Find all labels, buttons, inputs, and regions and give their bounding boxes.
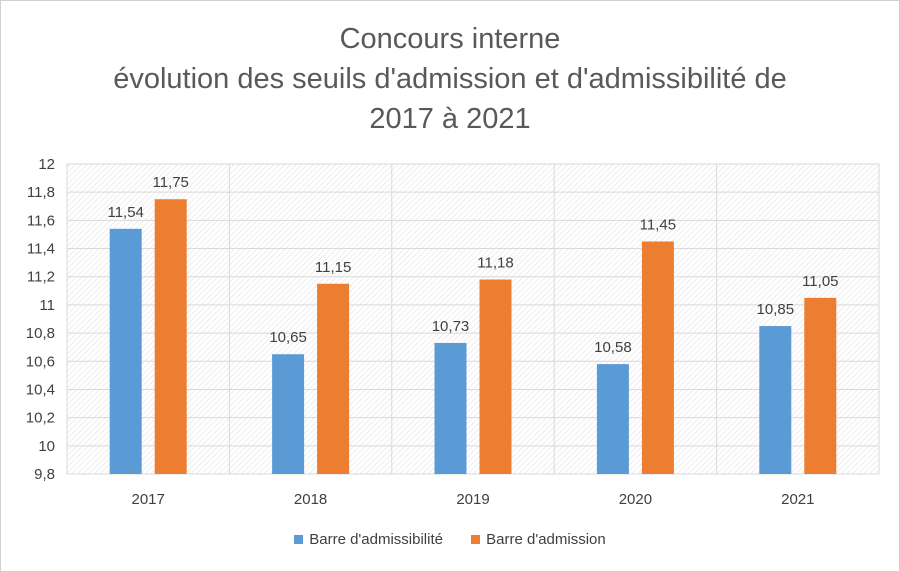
- x-tick-label: 2019: [456, 491, 489, 508]
- legend-label-admission: Barre d'admission: [486, 531, 606, 548]
- data-label-admission-2018: 11,15: [315, 259, 351, 276]
- y-tick-label: 11,2: [27, 269, 55, 286]
- data-label-admissibilite-2017: 11,54: [107, 204, 143, 221]
- y-tick-label: 11: [39, 297, 55, 314]
- bar-chart: 11,54 11,75 10,65 11,15 10,73 11,18 10,58 11,45…: [26, 156, 880, 508]
- data-labels: 11,54 11,75 10,65 11,15 10,73 11,18 10,58 11,45…: [107, 174, 838, 356]
- x-tick-label: 2021: [781, 491, 814, 508]
- legend-label-admissibilite: Barre d'admissibilité: [309, 531, 443, 548]
- data-label-admission-2017: 11,75: [152, 174, 188, 191]
- legend-swatch-admission: [471, 535, 481, 544]
- plot-area: [67, 164, 879, 474]
- axis-ticks: 9,8 10 10,2 10,4 10,6 10,8 11 11,2 11,4 11,6 11,8 1…: [26, 156, 815, 508]
- x-tick-label: 2017: [132, 491, 165, 508]
- bar-admission-2020: [641, 241, 674, 474]
- data-label-admission-2020: 11,45: [640, 217, 676, 234]
- y-tick-label: 10,2: [26, 410, 55, 427]
- y-tick-label: 11,8: [27, 184, 55, 201]
- data-label-admissibilite-2019: 10,73: [432, 318, 470, 335]
- chart-title-line-1: Concours interne: [339, 23, 561, 55]
- y-tick-label: 10,8: [26, 325, 55, 342]
- y-tick-label: 11,6: [27, 212, 55, 229]
- legend: Barre d'admissibilité Barre d'admission: [1, 531, 899, 548]
- y-tick-label: 10,6: [26, 353, 55, 370]
- bar-admission-2018: [317, 283, 350, 474]
- legend-swatch-admissibilite: [294, 535, 304, 544]
- bar-admissibilite-2017: [109, 228, 142, 474]
- y-tick-label: 11,4: [27, 241, 55, 258]
- chart-title-line-2: évolution des seuils d'admission et d'ad…: [113, 63, 787, 95]
- data-label-admissibilite-2018: 10,65: [269, 329, 307, 346]
- bar-admissibilite-2019: [434, 342, 467, 474]
- y-tick-label: 12: [38, 156, 55, 173]
- data-label-admission-2019: 11,18: [477, 255, 513, 272]
- data-label-admission-2021: 11,05: [802, 273, 838, 290]
- legend-item-admission: Barre d'admission: [471, 531, 606, 548]
- bar-admission-2021: [804, 297, 837, 474]
- bar-admissibilite-2020: [596, 364, 629, 474]
- x-tick-label: 2018: [294, 491, 327, 508]
- data-label-admissibilite-2020: 10,58: [594, 339, 632, 356]
- bar-admissibilite-2021: [759, 326, 792, 474]
- y-tick-label: 10: [38, 438, 55, 455]
- y-tick-label: 10,4: [26, 381, 55, 398]
- chart-title-line-3: 2017 à 2021: [369, 103, 531, 135]
- legend-item-admissibilite: Barre d'admissibilité: [294, 531, 443, 548]
- bar-admission-2019: [479, 279, 512, 474]
- bar-admission-2017: [154, 199, 187, 474]
- y-tick-label: 9,8: [34, 466, 55, 483]
- data-label-admissibilite-2021: 10,85: [757, 301, 795, 318]
- x-tick-label: 2020: [619, 491, 652, 508]
- bars: [109, 199, 837, 474]
- gridlines: [66, 163, 880, 475]
- bar-admissibilite-2018: [272, 354, 305, 474]
- chart-title: Concours interne évolution des seuils d'…: [1, 19, 899, 139]
